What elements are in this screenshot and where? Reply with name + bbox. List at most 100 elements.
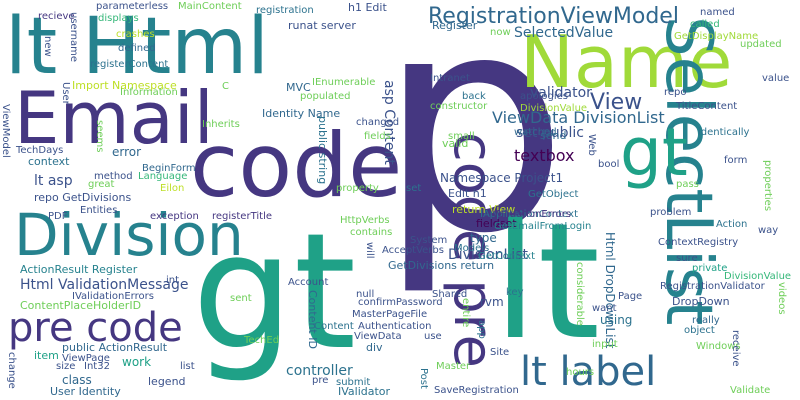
word: Shared [432,289,468,300]
word: contains [350,227,393,238]
word: Validate [730,385,771,396]
word: error [112,145,142,159]
word: div [366,341,383,354]
word: IApplicationContext [480,209,578,220]
word: fields [364,131,391,142]
word: hours [566,367,595,378]
word: Web [586,134,597,156]
word: populated [300,91,351,102]
word: work [122,355,152,369]
word: TechEd [244,335,280,346]
word: object [684,325,715,336]
word: registerTitle [212,211,272,222]
word: seems [94,120,105,153]
word: submit [336,377,371,388]
word: properties [762,160,773,212]
word: HttpVerbs [340,215,390,226]
word: rvm [480,295,504,309]
word: User Identity [50,385,121,398]
word: ViewData [354,331,402,342]
word: set [406,183,422,194]
word: Models [454,243,490,254]
word: problem [650,207,692,218]
word: gt [192,198,357,385]
word: Content ID [306,290,319,349]
word: repo GetDivisions [34,191,132,204]
word: great [88,179,115,190]
word: exception [150,211,199,222]
word: Eilon [160,183,185,194]
word: named [700,7,735,18]
word: apologies [520,91,568,102]
word: set public [516,125,584,141]
word: videos [776,282,787,315]
word: Import Namespace [72,79,177,92]
word: MVC [286,81,311,94]
word: Account [288,277,329,288]
word: MasterPageFile [352,309,428,320]
word: Namespace Project1 [440,171,564,185]
word: Intranet [430,73,470,84]
word: Page [618,291,643,302]
word: DropDown [672,295,730,308]
word: updated [740,39,782,50]
word: method [94,171,133,182]
word: legend [148,375,186,388]
word: GetDisplayName [674,31,759,42]
word: ViewData DivisionList [492,108,665,127]
word: recieve [38,11,75,22]
word: Information [120,87,178,98]
word: Content [314,321,354,332]
word: TitleContent [676,101,738,112]
word: ContextRegistry [658,237,739,248]
word: back [462,91,486,102]
word: Html ValidationMessage [20,277,189,293]
word: public string [316,116,329,185]
word: Post [418,368,429,389]
word: runat server [288,19,356,32]
word: MainContent [178,1,242,12]
word: ActionResult Register [20,263,138,276]
word: way [758,225,779,236]
word: Division [14,201,244,269]
word: Int32 [84,361,110,372]
word: GetContext [478,251,535,262]
word: defined [118,43,156,54]
word: Email [14,76,214,160]
word: really [692,315,720,326]
word: confirmPassword [358,297,443,308]
word: value [762,73,790,84]
word: bool [598,159,620,170]
word: new [42,36,53,57]
word: Language [138,171,188,182]
word: crashes [116,29,155,40]
word: lt Html [5,2,269,92]
word: Name [520,20,733,104]
word: GetDivisions return [388,259,495,272]
word: identically [698,127,750,138]
word: size [56,361,76,372]
word: pass [676,179,699,190]
word: ViewModel [0,104,11,158]
word: entire [460,298,471,328]
word: Inherits [202,119,240,130]
word: Identity Name [262,107,341,120]
word: Entities [80,205,118,216]
word: class [62,373,92,387]
word: watched [514,127,557,138]
word: View [590,90,643,115]
word: registerContent [90,59,169,70]
word: DivisionValue [520,103,588,114]
word: DivisionList [448,247,528,263]
word: send [540,129,567,142]
word: ViewPage [62,353,110,364]
word: RegistrationViewModel [428,4,679,29]
word: IValidator [338,385,391,398]
word: C [222,81,229,92]
word: valid [442,137,469,150]
word: type [470,231,497,245]
word: constructor [430,101,488,112]
word: input [592,339,618,350]
word: registration [256,5,314,16]
word: use [424,331,442,342]
